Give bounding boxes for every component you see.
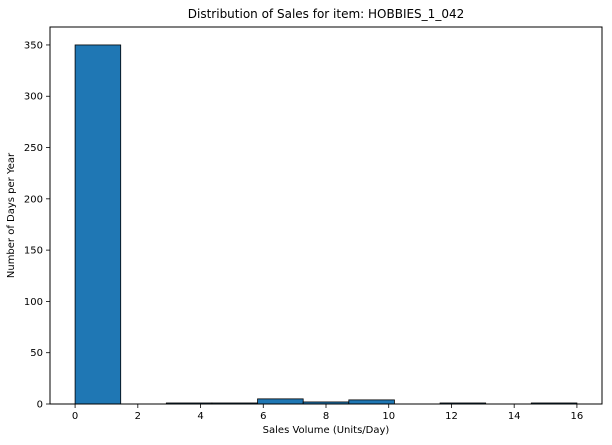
y-axis-ticks: 0 50 100 150 200 250 300 350 (24, 40, 50, 411)
bars-group (74, 44, 578, 405)
histogram-bar (348, 399, 395, 405)
y-tick-label: 100 (24, 297, 43, 308)
x-tick-label: 16 (571, 411, 584, 422)
y-tick-label: 150 (24, 246, 43, 257)
chart-title: Distribution of Sales for item: HOBBIES_… (188, 7, 464, 21)
histogram-bar (74, 44, 122, 405)
y-tick-label: 250 (24, 143, 43, 154)
x-tick-label: 6 (260, 411, 266, 422)
x-tick-label: 0 (72, 411, 78, 422)
x-axis-ticks: 0 2 4 6 8 10 12 14 16 (72, 404, 583, 422)
y-tick-label: 50 (30, 348, 43, 359)
x-tick-label: 8 (323, 411, 329, 422)
x-tick-label: 10 (382, 411, 395, 422)
x-tick-label: 12 (445, 411, 458, 422)
x-tick-label: 4 (197, 411, 203, 422)
y-axis-label: Number of Days per Year (6, 152, 17, 278)
y-tick-label: 200 (24, 194, 43, 205)
y-tick-label: 0 (37, 400, 43, 411)
x-tick-label: 2 (135, 411, 141, 422)
x-tick-label: 14 (508, 411, 521, 422)
plot-frame (49, 26, 603, 405)
y-tick-label: 300 (24, 92, 43, 103)
y-tick-label: 350 (24, 40, 43, 51)
histogram-bar (257, 398, 304, 405)
x-axis-label: Sales Volume (Units/Day) (263, 425, 390, 436)
